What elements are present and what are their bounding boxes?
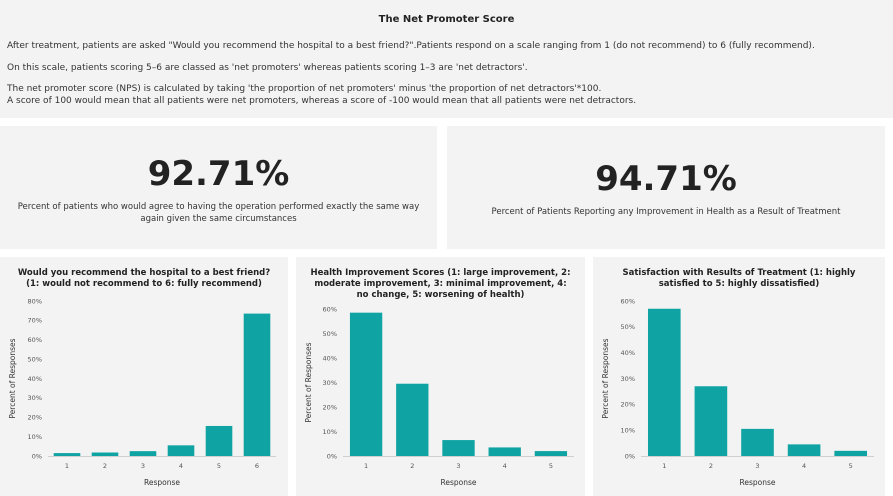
info-paragraph-1: After treatment, patients are asked "Wou…	[7, 41, 815, 51]
chart-health-improvement: Health Improvement Scores (1: large impr…	[296, 257, 585, 496]
chart-satisfaction: Satisfaction with Results of Treatment (…	[593, 257, 885, 496]
bar	[534, 451, 568, 456]
y-tick-label: 40%	[28, 375, 42, 383]
x-tick-label: 5	[217, 462, 221, 470]
y-tick-label: 50%	[28, 355, 42, 363]
bar	[243, 313, 271, 456]
bar	[647, 308, 681, 456]
x-axis-label: Response	[440, 478, 476, 487]
y-axis-label: Percent of Responses	[304, 342, 313, 422]
x-tick-label: 3	[141, 462, 145, 470]
y-tick-label: 10%	[28, 433, 42, 441]
x-tick-label: 4	[503, 462, 507, 470]
bar	[205, 425, 233, 456]
x-tick-label: 5	[549, 462, 553, 470]
info-title: The Net Promoter Score	[378, 14, 515, 25]
kpi-label: Percent of patients who would agree to h…	[17, 202, 420, 224]
y-tick-label: 60%	[323, 305, 337, 313]
y-axis-label: Percent of Responses	[601, 338, 610, 418]
bar	[349, 312, 383, 456]
info-paragraph-4: A score of 100 would mean that all patie…	[7, 96, 637, 106]
x-tick-label: 2	[103, 462, 107, 470]
y-tick-label: 10%	[621, 426, 635, 434]
y-tick-label: 0%	[32, 452, 42, 460]
x-tick-label: 6	[255, 462, 259, 470]
x-tick-label: 3	[755, 462, 759, 470]
y-tick-label: 60%	[28, 336, 42, 344]
bar	[167, 445, 195, 456]
chart-title: Health Improvement Scores (1: large impr…	[310, 268, 571, 300]
y-tick-label: 50%	[621, 323, 635, 331]
y-axis-label: Percent of Responses	[8, 338, 17, 418]
x-tick-label: 1	[65, 462, 69, 470]
y-tick-label: 0%	[625, 452, 635, 460]
y-tick-label: 20%	[621, 401, 635, 409]
bar	[741, 428, 774, 456]
y-tick-label: 30%	[621, 375, 635, 383]
x-tick-label: 3	[456, 462, 460, 470]
y-tick-label: 70%	[28, 317, 42, 325]
chart-svg: 0% 10% 20% 30% 40% 50% 60% 1 2 3 4 5 Response Percent…	[601, 297, 874, 487]
chart-title: Satisfaction with Results of Treatment (…	[622, 268, 856, 289]
y-tick-label: 20%	[323, 403, 337, 411]
chart-recommend: Would you recommend the hospital to a be…	[0, 257, 288, 496]
bar	[834, 450, 868, 456]
x-tick-label: 1	[364, 462, 368, 470]
bar	[129, 451, 157, 456]
x-tick-label: 4	[179, 462, 183, 470]
x-axis-label: Response	[739, 478, 775, 487]
info-paragraph-3: The net promoter score (NPS) is calculat…	[7, 84, 602, 94]
y-tick-label: 10%	[323, 428, 337, 436]
bar	[787, 444, 821, 456]
y-tick-label: 40%	[323, 354, 337, 362]
x-tick-label: 1	[662, 462, 666, 470]
y-tick-label: 80%	[28, 297, 42, 305]
y-tick-label: 50%	[323, 330, 337, 338]
bar	[488, 447, 521, 456]
kpi-value: 92.71%	[147, 154, 290, 194]
kpi-label: Percent of Patients Reporting any Improv…	[491, 207, 841, 217]
y-tick-label: 30%	[28, 394, 42, 402]
info-paragraph-2: On this scale, patients scoring 5–6 are …	[7, 63, 528, 73]
y-tick-label: 30%	[323, 379, 337, 387]
y-tick-label: 20%	[28, 414, 42, 422]
bar	[442, 440, 475, 456]
kpi-card-same-operation: 92.71% Percent of patients who would agr…	[0, 126, 437, 249]
chart-svg: 0% 10% 20% 30% 40% 50% 60% 1 2 3 4 5 Response Percent…	[304, 305, 574, 487]
x-tick-label: 2	[709, 462, 713, 470]
kpi-value: 94.71%	[595, 159, 737, 199]
bar	[91, 452, 119, 456]
chart-svg: 0% 10% 20% 30% 40% 50% 60% 70% 80% 1 2 3 4 5 6 Response…	[8, 297, 276, 487]
bar	[53, 453, 81, 456]
chart-title: Would you recommend the hospital to a be…	[17, 268, 271, 289]
kpi-card-health-improvement: 94.71% Percent of Patients Reporting any…	[447, 126, 885, 249]
x-axis-label: Response	[144, 478, 180, 487]
x-tick-label: 5	[849, 462, 853, 470]
y-tick-label: 0%	[327, 452, 337, 460]
y-tick-label: 40%	[621, 349, 635, 357]
nps-info-panel: The Net Promoter Score After treatment, …	[0, 0, 893, 118]
x-tick-label: 4	[802, 462, 806, 470]
x-tick-label: 2	[410, 462, 414, 470]
bar	[396, 383, 429, 456]
y-tick-label: 60%	[621, 297, 635, 305]
bar	[694, 386, 728, 456]
